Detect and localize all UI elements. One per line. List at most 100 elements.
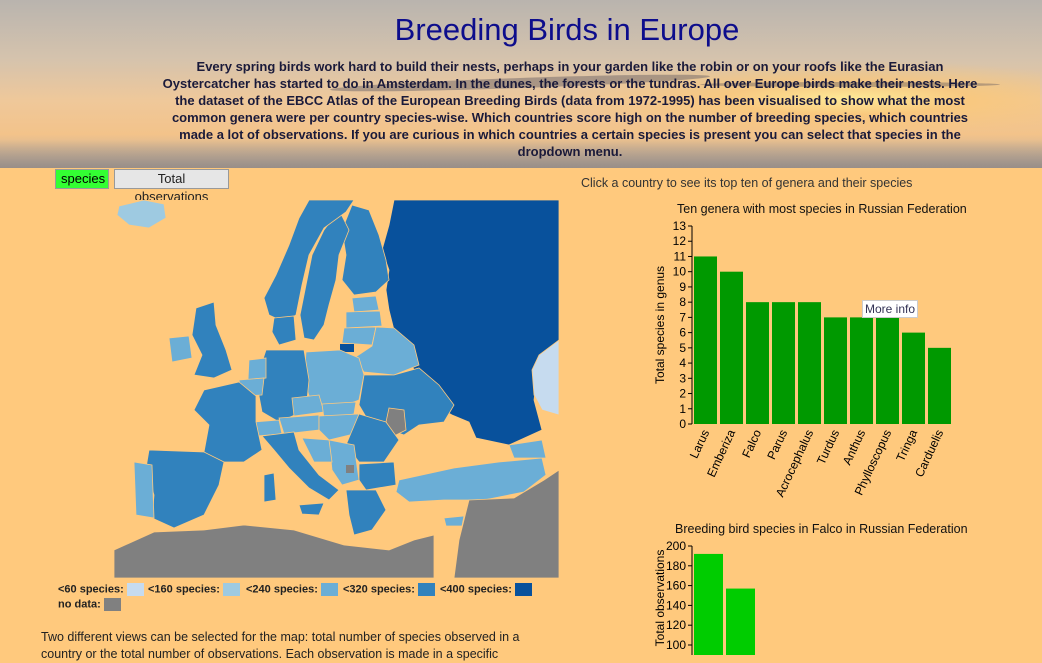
legend-item: <400 species: bbox=[440, 583, 532, 596]
country-sicily[interactable] bbox=[298, 502, 325, 516]
bar-acrocephalus bbox=[798, 302, 821, 424]
bar-anthus bbox=[850, 317, 873, 424]
legend-label: <60 species: bbox=[58, 583, 124, 596]
y-tick-label: 140 bbox=[666, 598, 686, 612]
region-middle-east bbox=[453, 469, 559, 578]
country-croatia[interactable] bbox=[301, 437, 333, 463]
legend-label: <320 species: bbox=[343, 583, 415, 596]
species-view-button[interactable]: species bbox=[55, 169, 109, 189]
country-cyprus[interactable] bbox=[443, 515, 465, 527]
country-georgia[interactable] bbox=[508, 439, 547, 459]
legend-swatch bbox=[103, 598, 121, 611]
country-sweden[interactable] bbox=[299, 209, 350, 341]
y-axis-label: Total species in genus bbox=[653, 266, 667, 384]
bar-falco bbox=[746, 302, 769, 424]
legend-swatch bbox=[417, 583, 435, 596]
y-tick-label: 12 bbox=[673, 234, 687, 248]
country-serbia[interactable] bbox=[328, 439, 360, 486]
country-lithuania[interactable] bbox=[341, 326, 377, 346]
country-estonia[interactable] bbox=[351, 295, 380, 313]
country-united-kingdom[interactable] bbox=[191, 301, 233, 379]
y-tick-label: 100 bbox=[666, 638, 686, 652]
x-tick-label: Anthus bbox=[840, 427, 868, 467]
species-chart-title: Breeding bird species in Falco in Russia… bbox=[675, 522, 968, 536]
country-italy[interactable] bbox=[261, 431, 340, 501]
y-tick-label: 6 bbox=[679, 326, 686, 340]
country-kaliningrad[interactable] bbox=[340, 344, 354, 352]
y-tick-label: 180 bbox=[666, 559, 686, 573]
page-title: Breeding Birds in Europe bbox=[394, 12, 740, 47]
y-tick-label: 200 bbox=[666, 539, 686, 553]
country-latvia[interactable] bbox=[345, 310, 383, 329]
x-tick-label: Tringa bbox=[893, 427, 920, 464]
legend-label: <160 species: bbox=[148, 583, 220, 596]
region-north-africa bbox=[114, 524, 435, 578]
x-tick-label: Parus bbox=[764, 427, 790, 461]
y-tick-label: 11 bbox=[674, 249, 687, 263]
y-tick-label: 8 bbox=[679, 295, 686, 309]
cloud-streak bbox=[700, 82, 1000, 87]
country-bulgaria[interactable] bbox=[358, 461, 397, 491]
map-views-explanation: Two different views can be selected for … bbox=[41, 630, 520, 661]
legend-swatch bbox=[126, 583, 144, 596]
x-tick-label: Turdus bbox=[814, 427, 842, 466]
country-finland[interactable] bbox=[341, 204, 390, 296]
legend-label: no data: bbox=[58, 598, 101, 611]
bar-tringa bbox=[902, 332, 925, 424]
bar-turdus bbox=[824, 317, 847, 424]
total-observations-view-button[interactable]: Total observations bbox=[114, 169, 229, 204]
header-banner: Breeding Birds in Europe Every spring bi… bbox=[0, 0, 1042, 168]
genera-chart-title: Ten genera with most species in Russian … bbox=[677, 202, 967, 216]
country-austria[interactable] bbox=[278, 414, 320, 435]
bar bbox=[694, 553, 723, 655]
legend-label: <240 species: bbox=[246, 583, 318, 596]
country-iceland[interactable] bbox=[116, 200, 167, 229]
y-tick-label: 9 bbox=[679, 280, 686, 294]
europe-map[interactable] bbox=[114, 200, 559, 578]
y-tick-label: 1 bbox=[679, 402, 686, 416]
country-greece[interactable] bbox=[345, 489, 387, 536]
country-spain[interactable] bbox=[145, 449, 225, 529]
intro-text: Every spring birds work hard to build th… bbox=[162, 59, 978, 159]
bar-carduelis bbox=[928, 347, 951, 424]
country-portugal[interactable] bbox=[133, 461, 155, 519]
country-sardinia[interactable] bbox=[263, 472, 277, 503]
legend-item: <60 species: bbox=[58, 583, 144, 596]
y-tick-label: 0 bbox=[679, 417, 686, 431]
country-kosovo[interactable] bbox=[346, 465, 354, 473]
country-kazakhstan[interactable] bbox=[531, 339, 559, 416]
click-hint: Click a country to see its top ten of ge… bbox=[581, 176, 913, 190]
bar-parus bbox=[772, 302, 795, 424]
banner-shadow bbox=[0, 140, 1042, 168]
legend-item: no data: bbox=[58, 598, 121, 611]
x-tick-label: Larus bbox=[687, 427, 712, 460]
country-ireland[interactable] bbox=[168, 335, 193, 363]
legend-swatch bbox=[222, 583, 240, 596]
legend-item: <160 species: bbox=[148, 583, 240, 596]
legend-item: <320 species: bbox=[343, 583, 435, 596]
y-tick-label: 5 bbox=[679, 341, 686, 355]
country-denmark[interactable] bbox=[271, 315, 297, 346]
y-tick-label: 3 bbox=[679, 371, 686, 385]
bar-larus bbox=[694, 256, 717, 424]
legend-swatch bbox=[514, 583, 532, 596]
y-tick-label: 13 bbox=[673, 219, 687, 233]
y-tick-label: 120 bbox=[666, 618, 686, 632]
sunset-glow bbox=[560, 60, 1040, 130]
y-axis-label: Total observations bbox=[653, 550, 667, 647]
bar bbox=[726, 588, 755, 655]
country-france[interactable] bbox=[193, 381, 263, 463]
more-info-tooltip[interactable]: More info bbox=[862, 300, 919, 318]
legend-label: <400 species: bbox=[440, 583, 512, 596]
y-tick-label: 10 bbox=[673, 265, 687, 279]
y-tick-label: 4 bbox=[679, 356, 686, 370]
y-tick-label: 7 bbox=[679, 310, 686, 324]
country-czechia[interactable] bbox=[291, 394, 325, 417]
legend-item: <240 species: bbox=[246, 583, 338, 596]
y-tick-label: 2 bbox=[679, 387, 686, 401]
y-tick-label: 160 bbox=[666, 579, 686, 593]
legend-swatch bbox=[320, 583, 338, 596]
bar-phylloscopus bbox=[876, 317, 899, 424]
country-netherlands[interactable] bbox=[247, 357, 267, 381]
